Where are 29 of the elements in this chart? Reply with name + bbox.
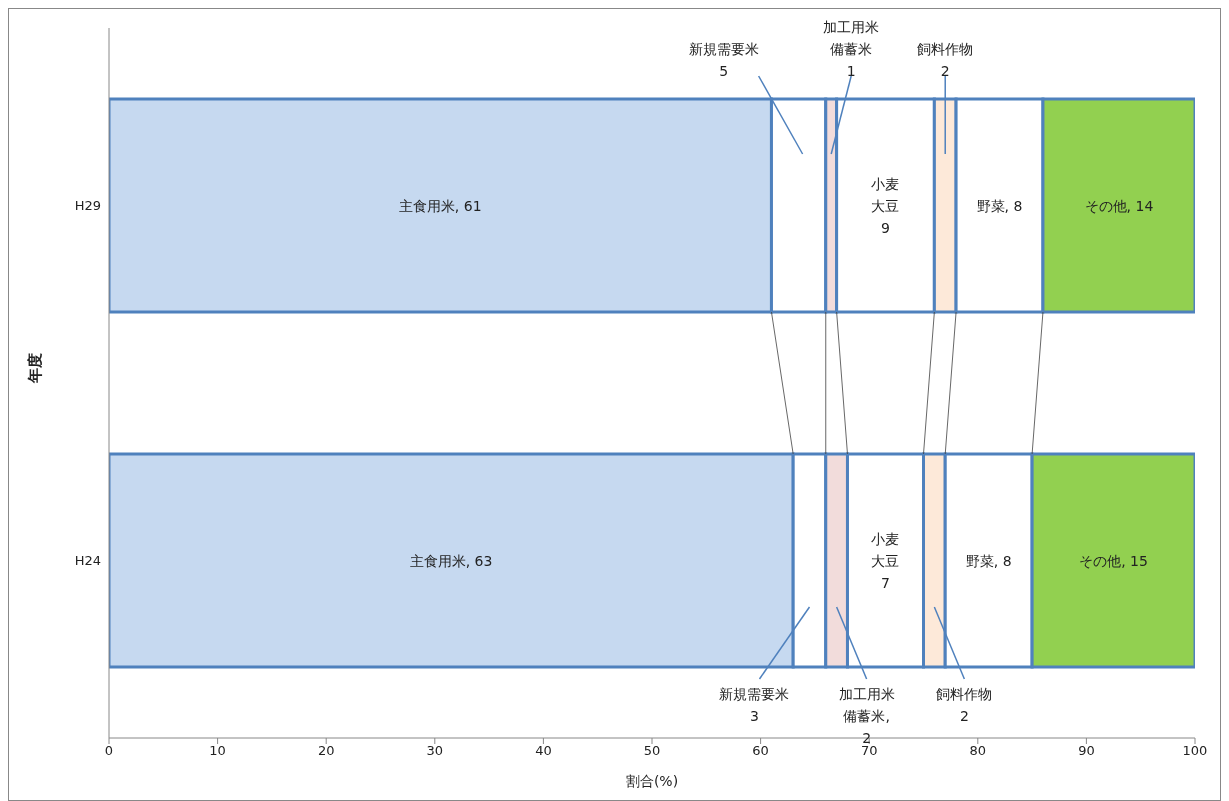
data-label: 飼料作物 2 bbox=[917, 41, 974, 79]
x-tick-label: 100 bbox=[1182, 743, 1208, 759]
x-tick-label: 30 bbox=[426, 743, 444, 759]
data-label: 主食用米, 63 bbox=[409, 552, 493, 569]
y-tick-label: H24 bbox=[74, 553, 101, 569]
x-tick-label: 90 bbox=[1078, 743, 1095, 759]
data-label: 加工用米備蓄米 1 bbox=[823, 19, 880, 79]
data-label: 野菜, 8 bbox=[965, 552, 1012, 569]
y-tick-label: H29 bbox=[74, 198, 101, 214]
data-label: 小麦大豆 9 bbox=[871, 175, 900, 236]
data-label: 小麦大豆 7 bbox=[871, 530, 900, 591]
x-axis-title: 割合(%) bbox=[625, 773, 679, 789]
x-tick-label: 80 bbox=[969, 743, 987, 759]
x-tick-label: 50 bbox=[643, 743, 661, 759]
x-tick-label: 60 bbox=[752, 743, 769, 759]
data-label: その他, 14 bbox=[1084, 197, 1154, 214]
data-label: 新規需要米 3 bbox=[719, 686, 790, 724]
data-label: 主食用米, 61 bbox=[398, 197, 482, 214]
data-label: 加工用米備蓄米, 2 bbox=[838, 686, 895, 746]
x-tick-label: 20 bbox=[317, 743, 335, 759]
data-label: 飼料作物 2 bbox=[936, 686, 993, 724]
y-axis-title: 年度 bbox=[26, 353, 45, 384]
x-tick-label: 10 bbox=[209, 743, 226, 759]
x-tick-label: 70 bbox=[860, 743, 878, 759]
data-label: その他, 15 bbox=[1079, 552, 1148, 569]
x-tick-label: 40 bbox=[535, 743, 552, 759]
data-label: 野菜, 8 bbox=[976, 197, 1023, 214]
x-tick-label: 0 bbox=[104, 743, 114, 759]
data-label: 新規需要米 5 bbox=[688, 41, 759, 79]
